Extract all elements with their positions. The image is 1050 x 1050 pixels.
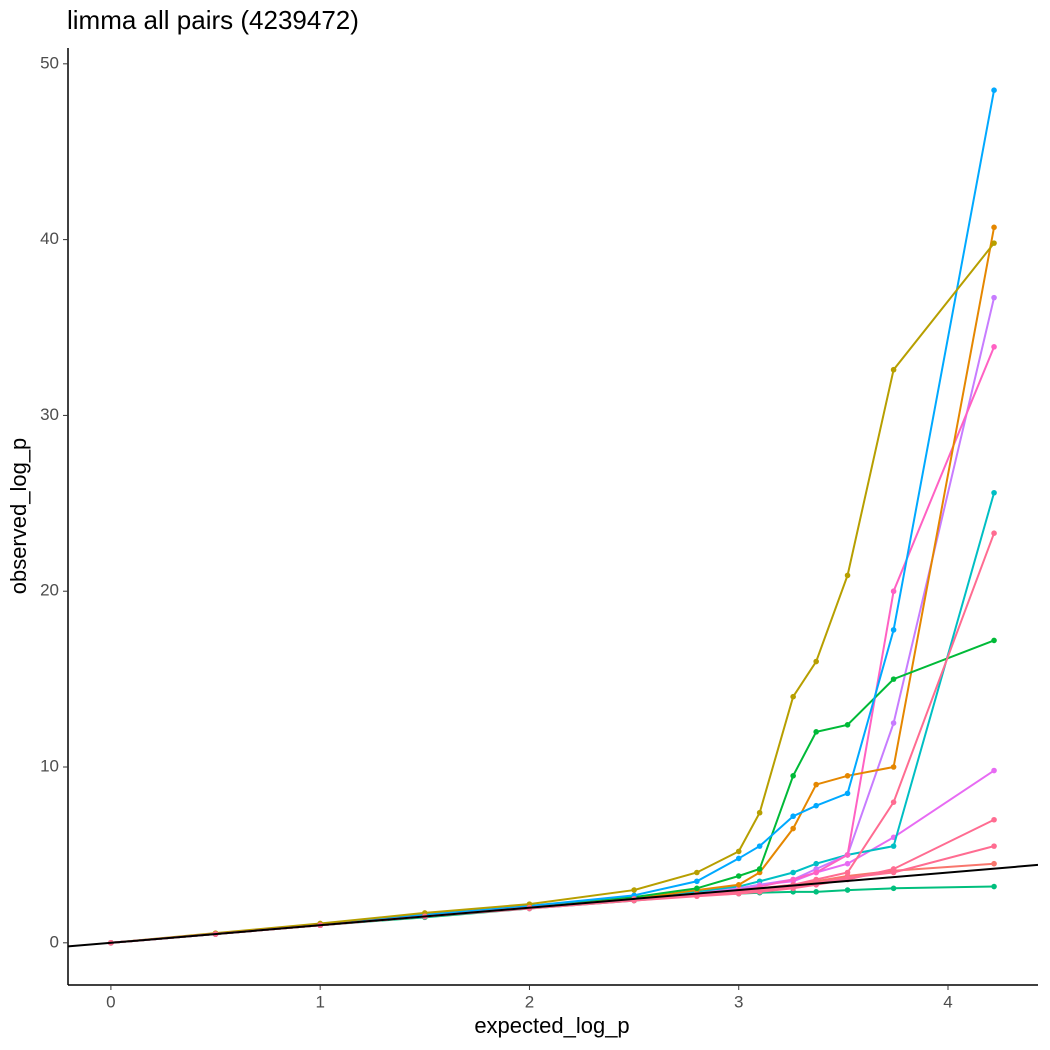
data-point: [844, 722, 851, 728]
data-point: [756, 809, 763, 816]
data-point: [756, 843, 763, 849]
data-point: [991, 860, 997, 867]
data-point: [631, 887, 637, 893]
data-point: [694, 885, 700, 892]
data-point: [844, 860, 851, 867]
data-point: [844, 572, 851, 579]
data-point: [790, 693, 796, 700]
data-point: [790, 876, 796, 883]
data-point: [991, 816, 997, 823]
y-tick-label: 20: [40, 581, 59, 600]
data-point: [813, 869, 819, 876]
data-point: [890, 627, 897, 633]
data-point: [991, 530, 997, 537]
data-point: [790, 813, 796, 820]
x-tick-label: 4: [943, 992, 952, 1011]
data-point: [844, 852, 851, 858]
data-point: [991, 883, 997, 890]
y-tick-label: 0: [50, 932, 59, 951]
x-tick-label: 1: [315, 992, 324, 1011]
data-point: [991, 87, 997, 93]
data-point: [813, 860, 819, 867]
data-point: [735, 855, 742, 862]
data-point: [890, 843, 897, 849]
data-point: [991, 489, 997, 496]
data-point: [694, 869, 700, 876]
data-point: [890, 366, 897, 373]
series-line: [110, 818, 995, 944]
data-point: [991, 637, 997, 644]
data-point: [813, 802, 819, 809]
data-point: [790, 869, 796, 876]
data-point: [991, 843, 997, 849]
data-point: [756, 866, 763, 872]
reference-line: [68, 863, 1038, 948]
y-tick-label: 50: [40, 53, 59, 72]
data-point: [890, 885, 897, 892]
data-point: [790, 825, 796, 832]
plot-area: [68, 87, 1038, 948]
data-point: [890, 720, 897, 726]
data-point: [991, 294, 997, 301]
y-tick-label: 10: [40, 756, 59, 775]
series-line: [110, 346, 995, 944]
data-point: [735, 881, 742, 888]
x-tick-label: 3: [734, 992, 743, 1011]
series-line: [110, 90, 996, 944]
series-line: [110, 885, 995, 944]
series-line: [110, 227, 996, 944]
data-point: [813, 729, 819, 735]
data-point: [890, 866, 897, 872]
data-point: [890, 764, 897, 770]
data-point: [844, 773, 851, 779]
x-axis-title: expected_log_p: [474, 1013, 629, 1038]
x-tick-label: 0: [106, 992, 115, 1011]
chart-title: limma all pairs (4239472): [67, 5, 359, 35]
y-tick-label: 30: [40, 405, 59, 424]
y-tick-label: 40: [40, 229, 59, 248]
data-point: [991, 767, 997, 774]
data-point: [813, 889, 819, 895]
data-point: [890, 676, 897, 682]
series-line: [110, 639, 995, 944]
data-point: [890, 799, 897, 805]
data-point: [790, 773, 796, 779]
series-line: [110, 242, 995, 944]
data-point: [890, 588, 897, 595]
series-line: [110, 532, 995, 944]
data-point: [844, 887, 851, 893]
data-point: [844, 790, 851, 797]
data-point: [991, 344, 997, 350]
data-point: [844, 869, 851, 876]
data-point: [813, 781, 819, 788]
series-line: [110, 297, 996, 944]
series-line: [110, 769, 995, 944]
data-point: [991, 224, 997, 231]
x-tick-label: 2: [525, 992, 534, 1011]
data-point: [735, 848, 742, 855]
series-line: [110, 845, 995, 944]
data-point: [813, 876, 819, 883]
data-point: [735, 873, 742, 879]
data-point: [991, 240, 997, 246]
data-point: [694, 878, 700, 885]
data-point: [813, 658, 819, 665]
y-axis-title: observed_log_p: [6, 438, 31, 595]
